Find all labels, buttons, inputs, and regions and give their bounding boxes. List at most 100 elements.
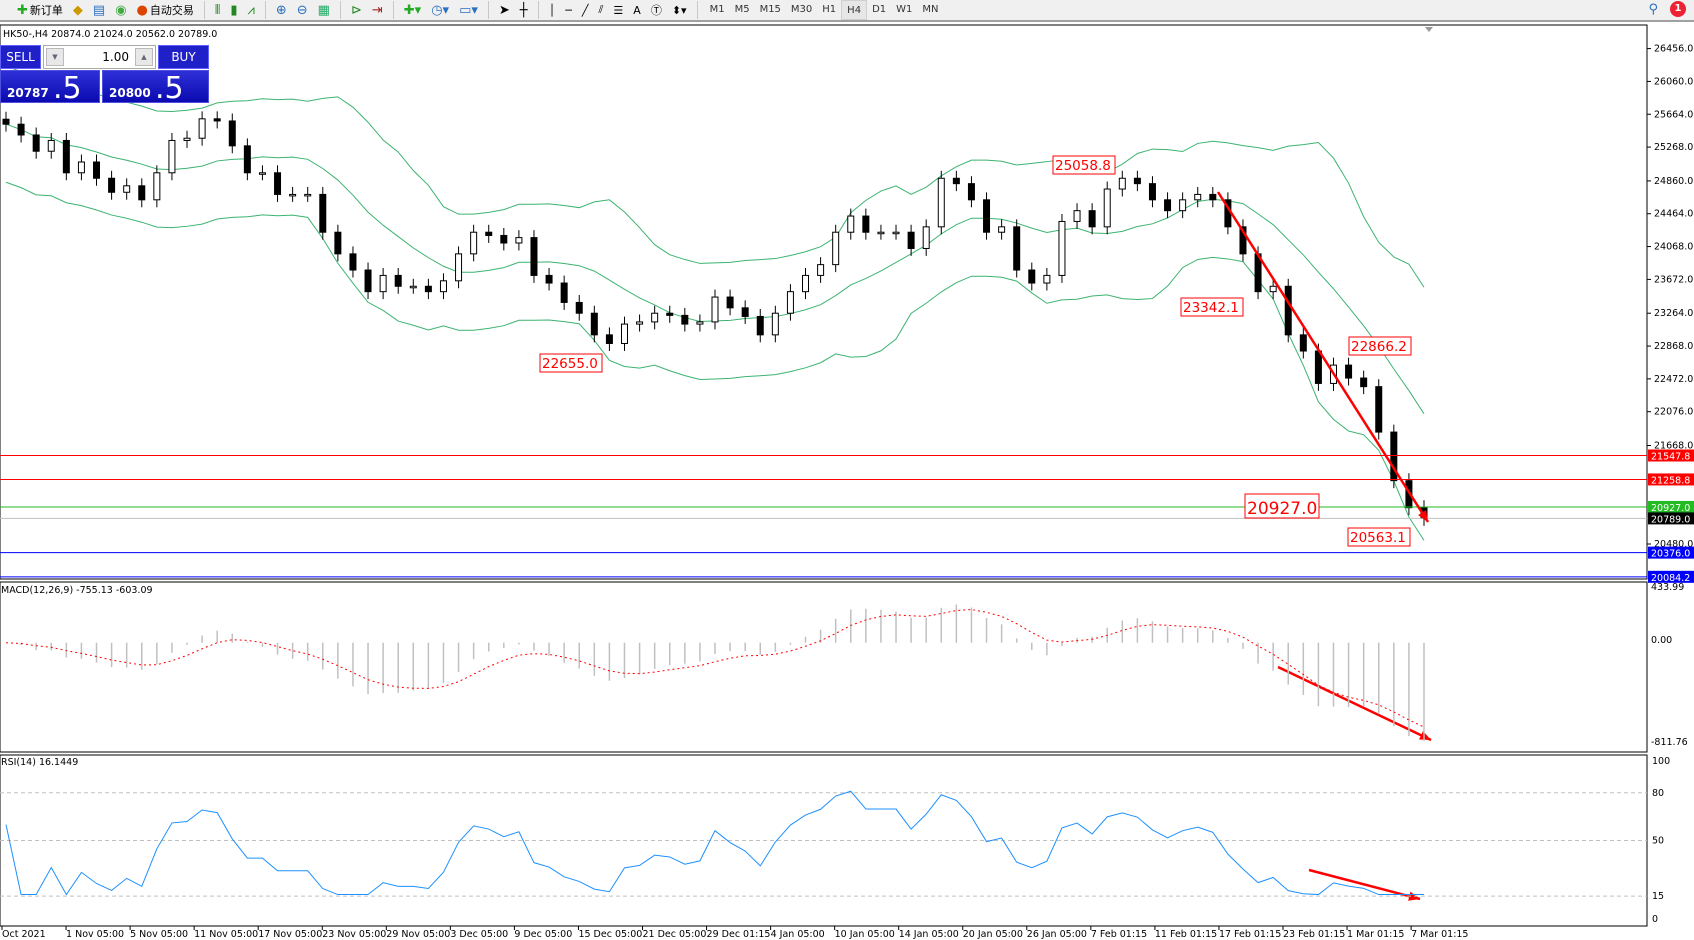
price-level-tag	[1648, 546, 1694, 559]
horizontal-line-tool[interactable]: ─	[562, 0, 575, 20]
macd-signal-line	[5, 608, 1425, 728]
lot-value[interactable]: 1.00	[102, 50, 129, 64]
time-tick-label: 1 Mar 01:15	[1347, 929, 1404, 940]
notification-badge[interactable]: 1	[1670, 1, 1686, 17]
macd-axis-label: -811.76	[1651, 737, 1688, 748]
search-icon[interactable]: ⚲	[1648, 1, 1658, 17]
candle	[802, 274, 810, 293]
macd-label: MACD(12,26,9) -755.13 -603.09	[1, 585, 153, 596]
candle	[1375, 386, 1383, 433]
candle	[1133, 177, 1141, 185]
candle	[560, 282, 568, 303]
candle	[1164, 199, 1172, 212]
candle	[666, 312, 674, 316]
price-tick-label: 24464.0	[1654, 209, 1693, 220]
fibonacci-tool[interactable]: ☰	[610, 0, 626, 20]
periods-button[interactable]: ◷▾	[428, 0, 452, 20]
timeframe-w1[interactable]: W1	[896, 4, 913, 15]
timeframe-h4[interactable]: H4	[841, 0, 868, 20]
timeframe-h1[interactable]: H1	[822, 4, 837, 15]
timeframe-m15[interactable]: M15	[759, 4, 781, 15]
candle	[93, 161, 101, 179]
bollinger-band-lower	[5, 181, 1425, 541]
increase-lot-icon[interactable]: ▲	[135, 48, 153, 66]
signals-button[interactable]: ◉	[112, 0, 129, 20]
time-tick-label: 17 Nov 05:00	[258, 929, 322, 940]
timeframe-m1[interactable]: M1	[709, 4, 725, 15]
text-tool[interactable]: A	[630, 0, 644, 20]
navigator-button[interactable]: ▤	[90, 0, 108, 20]
vertical-line-tool[interactable]: │	[546, 0, 559, 20]
candle-chart-button[interactable]: ▮	[227, 0, 240, 20]
price-annotation-box	[1052, 155, 1116, 175]
timeframe-mn[interactable]: MN	[922, 4, 939, 15]
decrease-lot-icon[interactable]: ▼	[46, 48, 64, 66]
price-tick-label: 22472.0	[1654, 374, 1693, 385]
text-label-tool[interactable]: Ⓣ	[648, 0, 665, 20]
candle	[817, 264, 825, 276]
tile-windows-button[interactable]: ▦	[315, 0, 333, 20]
line-chart-button[interactable]: ⩘	[245, 0, 258, 20]
candle	[1239, 226, 1247, 255]
one-click-trading-panel: SELL ▼ 1.00 ▲ BUY 20787 .5 20800 .5	[0, 45, 209, 106]
buy-button[interactable]: BUY	[158, 45, 209, 69]
metaeditor-button[interactable]: ◆	[70, 0, 86, 20]
candle	[711, 296, 719, 323]
channel-tool[interactable]: ⫽	[596, 0, 607, 20]
trend-arrow	[1216, 191, 1430, 523]
candle	[530, 237, 538, 276]
new-order-button[interactable]: ✚ 新订单	[14, 0, 66, 20]
sell-button[interactable]: SELL	[0, 45, 41, 69]
buy-price[interactable]: 20800 .5	[102, 70, 209, 106]
bar-chart-button[interactable]: ⫴	[212, 0, 223, 20]
candle	[1118, 177, 1126, 190]
trendline-tool[interactable]: ╱	[579, 0, 592, 20]
candle	[2, 118, 10, 125]
time-tick-label: 29 Dec 01:15	[707, 929, 771, 940]
separator	[392, 1, 394, 19]
crosshair-tool[interactable]: ┼	[517, 0, 531, 20]
candle	[922, 226, 930, 249]
candle	[1073, 210, 1081, 222]
templates-button[interactable]: ▭▾	[456, 0, 481, 20]
zoom-out-button[interactable]: ⊖	[294, 0, 311, 20]
zoom-in-button[interactable]: ⊕	[273, 0, 290, 20]
separator	[203, 1, 205, 19]
signal-icon: ◉	[115, 2, 127, 18]
price-level-label: 21258.8	[1651, 475, 1690, 486]
time-tick-label: 17 Feb 01:15	[1219, 929, 1281, 940]
candle	[319, 193, 327, 233]
lot-size-input[interactable]: ▼ 1.00 ▲	[43, 45, 156, 69]
candle	[681, 314, 689, 325]
rsi-axis-label: 15	[1652, 891, 1664, 902]
price-annotation-box	[1348, 336, 1412, 356]
time-tick-label: 26 Jan 05:00	[1027, 929, 1087, 940]
sell-price[interactable]: 20787 .5	[0, 70, 100, 106]
time-tick-label: 3 Dec 05:00	[450, 929, 508, 940]
timeframe-m5[interactable]: M5	[734, 4, 750, 15]
time-tick-label: 14 Jan 05:00	[899, 929, 959, 940]
separator	[339, 1, 341, 19]
cursor-tool[interactable]: ➤	[496, 0, 513, 20]
arrows-tool[interactable]: ⬍▾	[669, 0, 690, 20]
price-level-label: 20789.0	[1651, 514, 1690, 525]
price-annotation-box	[1244, 493, 1320, 519]
timeframe-d1[interactable]: D1	[872, 4, 887, 15]
timeframe-m30[interactable]: M30	[790, 4, 813, 15]
chart-shift-button[interactable]: ⇥	[369, 0, 386, 20]
price-tick-label: 23672.0	[1654, 274, 1693, 285]
candle	[62, 139, 70, 174]
candle	[455, 253, 463, 282]
sell-price-main: 20787	[7, 86, 49, 100]
candle	[47, 139, 55, 152]
toolbar: ✚ 新订单 ◆ ▤ ◉ ● 自动交易 ⫴ ▮ ⩘ ⊕ ⊖ ▦ ⊳ ⇥ ✚▾ ◷▾ ▭…	[0, 0, 1694, 22]
candle	[847, 215, 855, 233]
autoscroll-button[interactable]: ⊳	[348, 0, 365, 20]
candle	[1058, 220, 1066, 276]
candle	[258, 172, 266, 175]
price-level-label: 20084.2	[1651, 573, 1690, 584]
auto-trading-icon: ●	[136, 2, 148, 18]
auto-trading-button[interactable]: ● 自动交易	[134, 0, 197, 20]
indicators-button[interactable]: ✚▾	[401, 0, 424, 20]
